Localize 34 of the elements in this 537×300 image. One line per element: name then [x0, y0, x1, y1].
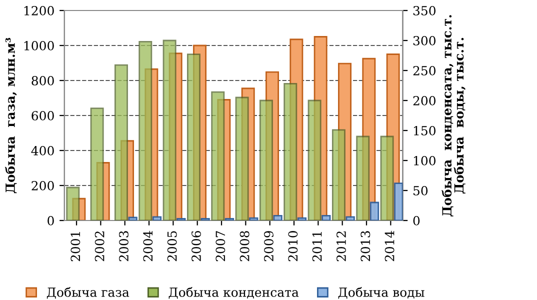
legend-label: Добыча газа: [46, 287, 130, 299]
y2-tick-label: 350: [413, 6, 436, 16]
y-tick-label: 1200: [24, 6, 54, 16]
y2-tick-label: 300: [413, 36, 436, 46]
x-tick-label: 2005: [167, 231, 177, 262]
y-axis-title: Добыча газа, млн.м³: [5, 38, 17, 194]
y2-tick-label: 100: [414, 156, 436, 166]
y2-tick-label: 200: [413, 96, 436, 106]
y-tick-label: 1000: [24, 40, 54, 50]
x-tick-label: 2008: [240, 231, 250, 262]
x-tick-label: 2001: [70, 232, 80, 262]
y2-tick-label: 50: [414, 186, 428, 196]
x-tick-label: 2004: [143, 230, 153, 262]
x-tick-label: 2003: [119, 231, 128, 262]
x-tick-label: 2009: [264, 231, 274, 262]
y-tick-label: 0: [48, 216, 54, 226]
y-tick-label: 200: [32, 180, 54, 190]
legend-label: Добыча конденсата: [168, 287, 299, 299]
x-tick-label: 2012: [336, 231, 346, 262]
y2-tick-label: 150: [414, 126, 436, 136]
y-tick-label: 600: [32, 110, 54, 120]
x-tick-label: 2011: [312, 232, 322, 262]
x-tick-label: 2014: [384, 230, 394, 262]
x-tick-label: 2010: [288, 231, 298, 262]
x-tick-label: 2006: [192, 231, 201, 262]
y-tick-label: 400: [31, 146, 54, 156]
y2-tick-label: 250: [413, 66, 436, 76]
y2-axis-title: Добыча конденсата, тыс.т. Добыча воды, тыс.т.: [442, 15, 466, 216]
x-tick-label: 2013: [360, 231, 370, 262]
y-tick-label: 800: [32, 76, 54, 86]
x-tick-label: 2007: [216, 231, 226, 262]
legend-label: Добыча воды: [338, 287, 424, 299]
y2-tick-label: 0: [413, 216, 420, 226]
x-tick-label: 2002: [94, 231, 104, 262]
